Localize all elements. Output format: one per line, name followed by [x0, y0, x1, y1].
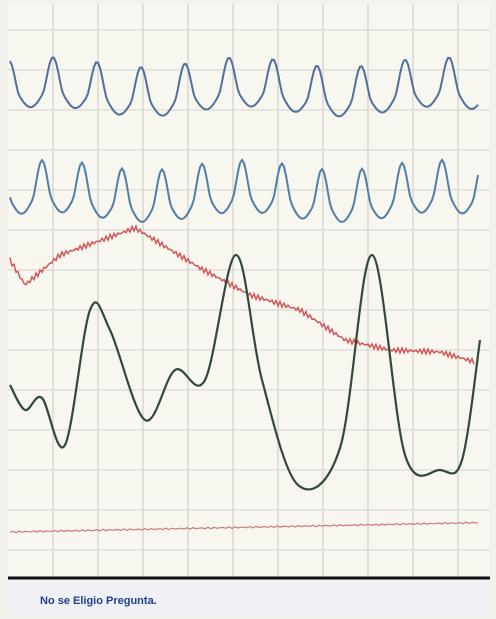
status-message: No se Eligio Pregunta. — [40, 595, 157, 607]
polygraph-screen: No se Eligio Pregunta. — [0, 0, 496, 619]
page: {"status_bar": {"message": "No se Eligio… — [0, 0, 496, 619]
chart-area — [8, 4, 490, 576]
